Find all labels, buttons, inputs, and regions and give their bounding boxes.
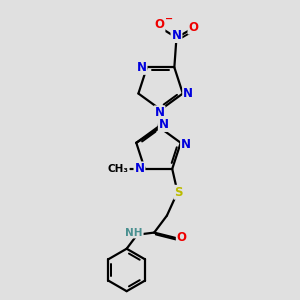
Text: N: N: [172, 29, 182, 42]
Text: O: O: [188, 21, 198, 34]
Text: N: N: [181, 138, 191, 152]
Text: S: S: [174, 186, 183, 199]
Text: N: N: [136, 61, 147, 74]
Text: NH: NH: [125, 228, 143, 238]
Text: O: O: [154, 19, 164, 32]
Text: N: N: [183, 87, 193, 100]
Text: −: −: [165, 14, 173, 24]
Text: O: O: [177, 231, 187, 244]
Text: N: N: [134, 162, 145, 176]
Text: N: N: [154, 106, 165, 119]
Text: N: N: [159, 118, 169, 131]
Text: CH₃: CH₃: [108, 164, 129, 174]
